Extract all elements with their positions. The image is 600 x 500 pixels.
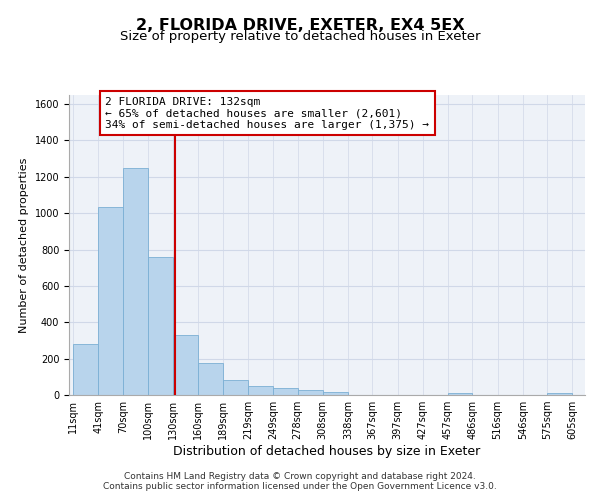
Bar bbox=[199, 363, 223, 395]
Bar bbox=[547, 393, 572, 395]
Bar bbox=[323, 392, 348, 395]
Bar bbox=[148, 257, 173, 395]
Bar bbox=[223, 380, 248, 395]
Text: Contains public sector information licensed under the Open Government Licence v3: Contains public sector information licen… bbox=[103, 482, 497, 491]
Bar bbox=[448, 393, 472, 395]
Text: 2 FLORIDA DRIVE: 132sqm
← 65% of detached houses are smaller (2,601)
34% of semi: 2 FLORIDA DRIVE: 132sqm ← 65% of detache… bbox=[105, 96, 429, 130]
Text: Contains HM Land Registry data © Crown copyright and database right 2024.: Contains HM Land Registry data © Crown c… bbox=[124, 472, 476, 481]
Bar bbox=[173, 335, 199, 395]
Bar bbox=[123, 168, 148, 395]
X-axis label: Distribution of detached houses by size in Exeter: Distribution of detached houses by size … bbox=[173, 445, 481, 458]
Bar bbox=[273, 388, 298, 395]
Text: Size of property relative to detached houses in Exeter: Size of property relative to detached ho… bbox=[120, 30, 480, 43]
Y-axis label: Number of detached properties: Number of detached properties bbox=[19, 158, 29, 332]
Bar bbox=[248, 386, 273, 395]
Bar bbox=[73, 344, 98, 395]
Text: 2, FLORIDA DRIVE, EXETER, EX4 5EX: 2, FLORIDA DRIVE, EXETER, EX4 5EX bbox=[136, 18, 464, 32]
Bar bbox=[298, 390, 323, 395]
Bar bbox=[98, 207, 123, 395]
